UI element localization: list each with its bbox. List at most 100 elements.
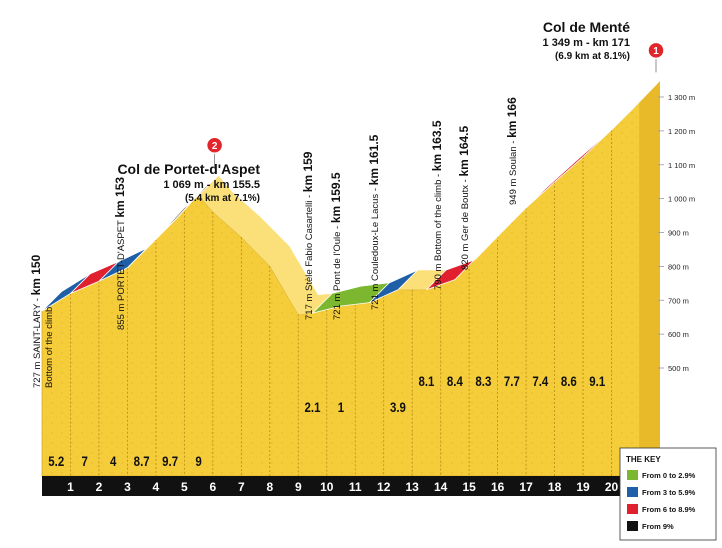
km-label: 9 bbox=[295, 480, 302, 494]
waypoint-label: 949 m Soulan - km 166 bbox=[505, 97, 519, 205]
waypoint-text: 855 m PORTET-D'ASPET km 153 bbox=[113, 177, 127, 330]
altitude-tick-label: 800 m bbox=[668, 262, 689, 271]
summit-info: 1 069 m - km 155.5 bbox=[163, 179, 260, 191]
gradient-label: 9.1 bbox=[589, 373, 605, 389]
km-label: 2 bbox=[96, 480, 103, 494]
waypoint-label: 721 m Pont de l'Oule - km 159.5 bbox=[329, 172, 343, 320]
altitude-tick-label: 700 m bbox=[668, 296, 689, 305]
waypoint-km: km 166 bbox=[505, 97, 519, 138]
gradient-label: 8.4 bbox=[447, 373, 464, 389]
waypoint-km: km 163.5 bbox=[430, 120, 444, 171]
km-label: 11 bbox=[349, 480, 362, 494]
key-swatch bbox=[627, 521, 638, 531]
gradient-label: 5.2 bbox=[48, 453, 64, 469]
waypoint-text: 949 m Soulan - km 166 bbox=[505, 97, 519, 205]
waypoint-label: 721 m Couledoux-Le Lacus - km 161.5 bbox=[367, 134, 381, 310]
waypoint-place: 855 m PORTET-D'ASPET bbox=[116, 218, 127, 330]
km-label: 20 bbox=[605, 480, 619, 494]
gradient-label: 9 bbox=[195, 453, 201, 469]
waypoint-place: 727 m SAINT-LARY - bbox=[32, 295, 43, 388]
gradient-label: 8.7 bbox=[134, 453, 150, 469]
km-label: 19 bbox=[576, 480, 590, 494]
km-label: 8 bbox=[266, 480, 273, 494]
summit-sub: (5.4 km at 7.1%) bbox=[185, 193, 260, 204]
summit-number: 1 bbox=[653, 46, 659, 57]
gradient-label: 8.6 bbox=[561, 373, 577, 389]
summit-number: 2 bbox=[212, 141, 218, 152]
km-label: 1 bbox=[67, 480, 74, 494]
altitude-tick-label: 600 m bbox=[668, 330, 689, 339]
waypoint-label: 790 m Bottom of the climb - km 163.5 bbox=[430, 120, 444, 290]
key-label: From 0 to 2.9% bbox=[642, 471, 696, 480]
waypoint-place: 820 m Ger de Boutx - bbox=[460, 177, 471, 270]
gradient-label: 7 bbox=[82, 453, 88, 469]
km-label: 7 bbox=[238, 480, 245, 494]
summit-info: 1 349 m - km 171 bbox=[543, 37, 630, 49]
km-label: 3 bbox=[124, 480, 131, 494]
gradient-label: 1 bbox=[338, 399, 344, 415]
km-label: 17 bbox=[519, 480, 533, 494]
waypoint-place: 721 m Pont de l'Oule - bbox=[332, 223, 343, 320]
key-swatch bbox=[627, 504, 638, 514]
waypoint-text: 727 m SAINT-LARY - km 150 bbox=[29, 254, 43, 388]
waypoint-km: km 161.5 bbox=[367, 134, 381, 185]
waypoint-text: 721 m Couledoux-Le Lacus - km 161.5 bbox=[367, 134, 381, 310]
waypoint-text: 790 m Bottom of the climb - km 163.5 bbox=[430, 120, 444, 290]
profile-base-band bbox=[42, 476, 640, 496]
km-label: 10 bbox=[320, 480, 334, 494]
waypoint-place: 790 m Bottom of the climb - bbox=[433, 171, 444, 290]
altitude-tick-label: 1 000 m bbox=[668, 195, 695, 204]
waypoint-label: 717 m Stèle Fabio Casartelli - km 159 bbox=[301, 151, 315, 320]
gradient-label: 8.1 bbox=[418, 373, 434, 389]
waypoint-place: 721 m Couledoux-Le Lacus - bbox=[370, 185, 381, 310]
waypoint-km: km 153 bbox=[113, 177, 127, 218]
summit-marker bbox=[205, 136, 224, 155]
km-label: 18 bbox=[548, 480, 562, 494]
waypoint-place: 717 m Stèle Fabio Casartelli - bbox=[304, 192, 315, 320]
key-title: THE KEY bbox=[626, 455, 661, 464]
altitude-tick-label: 1 300 m bbox=[668, 93, 695, 102]
altitude-tick-label: 900 m bbox=[668, 229, 689, 238]
waypoint-text: 717 m Stèle Fabio Casartelli - km 159 bbox=[301, 151, 315, 320]
waypoint-km: km 159 bbox=[301, 151, 315, 192]
key-label: From 3 to 5.9% bbox=[642, 488, 696, 497]
summit-marker bbox=[647, 41, 665, 60]
waypoint-label: 820 m Ger de Boutx - km 164.5 bbox=[457, 125, 471, 270]
altitude-tick-label: 1 200 m bbox=[668, 127, 695, 136]
waypoint-label: 855 m PORTET-D'ASPET km 153 bbox=[113, 177, 127, 330]
profile-edge-line bbox=[61, 80, 661, 296]
waypoint-text: 721 m Pont de l'Oule - km 159.5 bbox=[329, 172, 343, 320]
key-label: From 6 to 8.9% bbox=[642, 505, 696, 514]
key-swatch bbox=[627, 470, 638, 480]
key-swatch bbox=[627, 487, 638, 497]
summit-name: Col de Portet-d'Aspet bbox=[117, 161, 260, 177]
waypoint-place: 949 m Soulan - bbox=[508, 138, 519, 205]
waypoint-text: 820 m Ger de Boutx - km 164.5 bbox=[457, 125, 471, 270]
waypoint-subtext: Bottom of the climb bbox=[44, 307, 55, 388]
gradient-label: 3.9 bbox=[390, 399, 406, 415]
waypoint-km: km 150 bbox=[29, 254, 43, 295]
summit-name: Col de Menté bbox=[543, 19, 630, 35]
km-label: 4 bbox=[153, 480, 160, 494]
waypoint-km: km 164.5 bbox=[457, 125, 471, 176]
km-label: 6 bbox=[210, 480, 217, 494]
summit-sub: (6.9 km at 8.1%) bbox=[555, 51, 630, 62]
km-label: 15 bbox=[462, 480, 476, 494]
altitude-tick-label: 1 100 m bbox=[668, 161, 695, 170]
gradient-label: 4 bbox=[110, 453, 117, 469]
gradient-label: 2.1 bbox=[305, 399, 321, 415]
km-label: 16 bbox=[491, 480, 505, 494]
km-label: 14 bbox=[434, 480, 448, 494]
profile-end-cap bbox=[640, 80, 660, 477]
gradient-label: 7.4 bbox=[532, 373, 549, 389]
gradient-label: 7.7 bbox=[504, 373, 520, 389]
waypoint-km: km 159.5 bbox=[329, 172, 343, 223]
km-label: 13 bbox=[406, 480, 420, 494]
altitude-tick-label: 500 m bbox=[668, 364, 689, 373]
gradient-label: 9.7 bbox=[162, 453, 178, 469]
km-label: 12 bbox=[377, 480, 391, 494]
km-label: 5 bbox=[181, 480, 188, 494]
key-label: From 9% bbox=[642, 522, 674, 531]
